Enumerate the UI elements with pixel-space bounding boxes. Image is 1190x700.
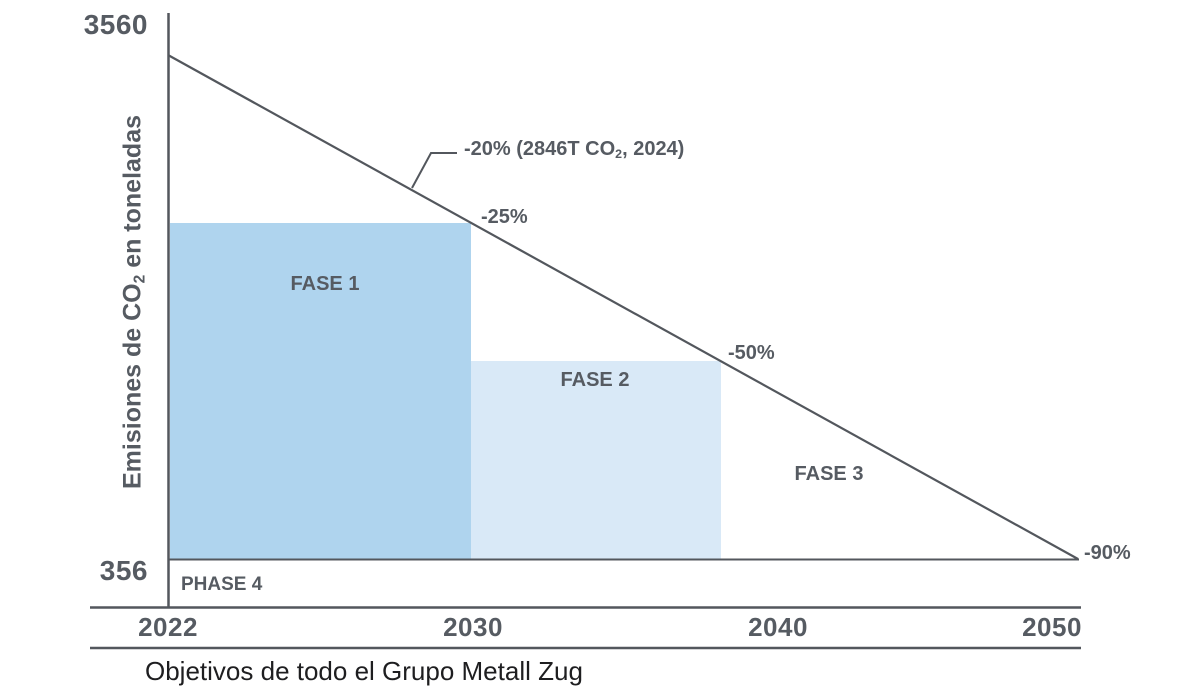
x-tick-2022: 2022 xyxy=(138,612,198,642)
x-tick-2040: 2040 xyxy=(748,612,808,642)
annotation-20-leader-line xyxy=(411,152,457,189)
fase2-label: FASE 2 xyxy=(560,369,630,391)
x-tick-2050: 2050 xyxy=(1022,612,1082,642)
annotation-minus-90: -90% xyxy=(1084,542,1131,564)
annotation-minus-20-text: -20% (2846T CO xyxy=(464,138,616,160)
annotation-minus-25: -25% xyxy=(481,206,528,228)
co2-subscript: 2 xyxy=(615,147,623,162)
chart-caption: Objetivos de todo el Grupo Metall Zug xyxy=(145,656,583,686)
y-axis-title-text: Emisiones de CO xyxy=(118,283,147,490)
y-tick-3560: 3560 xyxy=(83,9,148,40)
x-tick-2030: 2030 xyxy=(443,612,503,642)
fase2-area xyxy=(471,361,721,560)
fase1-area xyxy=(170,223,471,560)
fase3-label: FASE 3 xyxy=(794,463,864,485)
y-tick-356: 356 xyxy=(99,555,148,586)
phase4-label: PHASE 4 xyxy=(181,574,263,595)
annotation-minus-50: -50% xyxy=(728,342,775,364)
fase1-label: FASE 1 xyxy=(290,273,360,295)
annotation-minus-20: -20% (2846T CO2, 2024) xyxy=(464,138,685,162)
annotation-minus-20-suffix: , 2024) xyxy=(622,138,685,160)
co2-subscript: 2 xyxy=(131,274,149,284)
y-axis-title-text-suffix: en toneladas xyxy=(118,114,147,275)
reduction-trajectory-line xyxy=(167,54,1079,560)
